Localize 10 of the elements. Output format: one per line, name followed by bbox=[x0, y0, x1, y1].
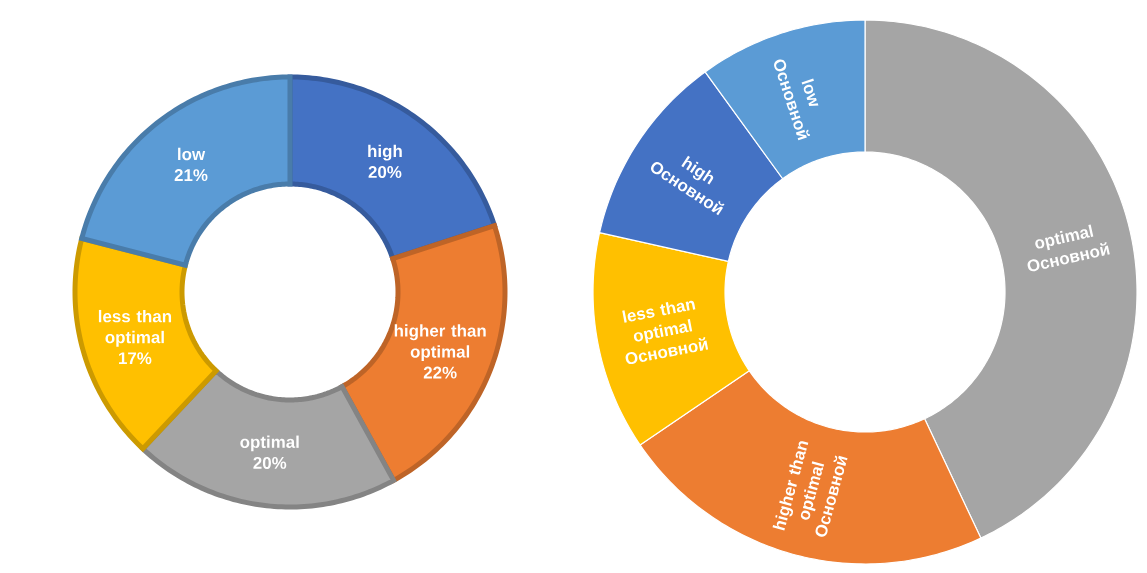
data-label: 21% bbox=[174, 169, 208, 182]
slice-label: higher than optimal bbox=[394, 324, 486, 362]
slice-label: less than optimal bbox=[98, 309, 172, 347]
data-label: 17% bbox=[119, 352, 152, 365]
data-label: 20% bbox=[368, 166, 402, 179]
slice-label: optimal bbox=[240, 435, 299, 452]
data-label: 20% bbox=[253, 456, 287, 469]
slice-label: low bbox=[178, 147, 206, 161]
slice-label: high bbox=[368, 144, 402, 161]
data-label: 22% bbox=[423, 366, 457, 379]
